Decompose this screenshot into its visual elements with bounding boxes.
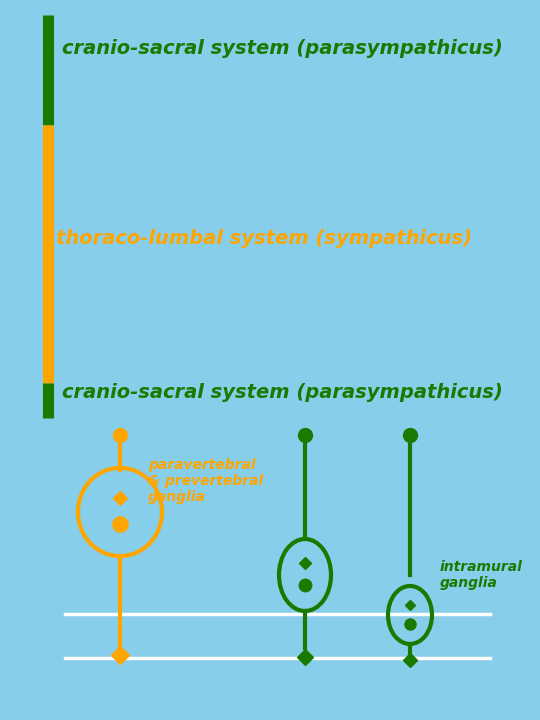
Text: cranio-sacral system (parasympathicus): cranio-sacral system (parasympathicus) (62, 382, 503, 402)
Text: cranio-sacral system (parasympathicus): cranio-sacral system (parasympathicus) (62, 38, 503, 58)
Text: intramural
ganglia: intramural ganglia (440, 560, 523, 590)
Text: paravertebral
& prevertebral
ganglia: paravertebral & prevertebral ganglia (148, 458, 264, 505)
Text: thoraco-lumbal system (sympathicus): thoraco-lumbal system (sympathicus) (56, 228, 472, 248)
